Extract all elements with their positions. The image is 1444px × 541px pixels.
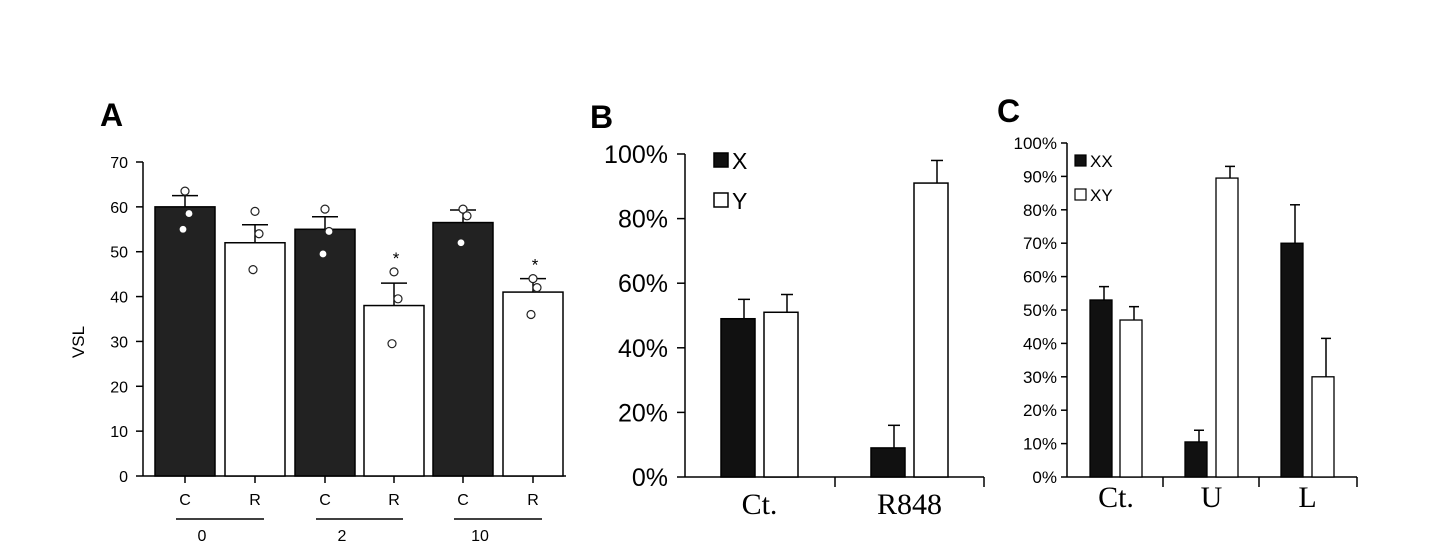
panel-a-ytick-label: 30 (110, 334, 128, 351)
panel-a-bar (224, 241, 286, 477)
panel-c-category-label: U (1201, 481, 1223, 514)
legend-swatch-xx (1074, 154, 1087, 167)
panel-b: B 0% 20% 40% 60% 80% 100% Ct. R848 X Y (590, 99, 985, 521)
panel-b-ytick-label: 100% (604, 141, 668, 169)
legend-label-xx: XX (1090, 152, 1113, 171)
panel-c-bar (1280, 242, 1304, 478)
panel-c-ytick-label: 10% (1023, 435, 1057, 454)
panel-b-ytick-label: 80% (618, 206, 668, 234)
legend-swatch-x (713, 152, 729, 168)
panel-a-data-point (456, 238, 466, 248)
panel-c: C 0% 10% 20% 30% 40% 50% 60% 70% 80% 90% 100% Ct. U… (997, 93, 1358, 514)
panel-b-bar (913, 182, 949, 478)
panel-a-category-label: R (388, 492, 400, 509)
panel-b-bar (720, 317, 756, 478)
panel-c-ytick-label: 80% (1023, 201, 1057, 220)
panel-c-bar (1184, 441, 1208, 478)
panel-a-bar (502, 291, 564, 477)
panel-a-data-point (324, 226, 334, 237)
legend-label-xy: XY (1090, 186, 1113, 205)
panel-a-ylabel: VSL (69, 326, 88, 358)
panel-a-category-label: C (319, 492, 331, 509)
panel-c-bar (1119, 319, 1143, 478)
panel-a-ytick-label: 20 (110, 379, 128, 396)
panel-a-ytick-label: 60 (110, 200, 128, 217)
panel-b-ytick-label: 60% (618, 270, 668, 298)
panel-a-data-point (254, 229, 264, 239)
panel-b-ytick-label: 40% (618, 335, 668, 363)
panel-c-bar (1089, 299, 1113, 478)
panel-a-group-label: 2 (338, 528, 347, 541)
panel-a-data-point (387, 339, 397, 349)
panel-a-category-label: C (457, 492, 469, 509)
panel-c-ytick-label: 0% (1032, 468, 1057, 487)
panel-a-data-point (178, 224, 188, 234)
panel-a-data-point (526, 309, 536, 320)
panel-c-ytick-label: 50% (1023, 301, 1057, 320)
panel-a-ytick-label: 70 (110, 155, 128, 172)
panel-c-bar (1311, 376, 1335, 478)
panel-a-bar (363, 304, 425, 477)
panel-a-data-point (248, 265, 258, 275)
panel-a-data-point (318, 249, 328, 259)
panel-c-category-label: L (1298, 481, 1316, 514)
panel-c-ytick-label: 40% (1023, 334, 1057, 353)
panel-a-group-label: 0 (198, 528, 207, 541)
panel-a-ytick-label: 50 (110, 245, 128, 262)
panel-a-ytick-label: 10 (110, 424, 128, 441)
panel-a-bar (154, 206, 216, 477)
panel-c-ytick-label: 30% (1023, 368, 1057, 387)
panel-a-category-label: C (179, 492, 191, 509)
panel-a-data-point (320, 204, 330, 214)
panel-a-category-label: R (249, 492, 261, 509)
panel-c-letter: C (997, 93, 1020, 129)
legend-label-y: Y (732, 188, 747, 214)
panel-a-ytick-label: 0 (119, 469, 128, 486)
panel-a-significance-marker: * (532, 256, 539, 275)
panel-b-category-label: Ct. (742, 488, 778, 521)
panel-a-data-point (393, 294, 403, 304)
legend-label-x: X (732, 148, 747, 174)
panel-c-ytick-label: 70% (1023, 234, 1057, 253)
panel-a-data-point (458, 204, 468, 214)
panel-a-data-point (180, 186, 190, 196)
panel-b-bar (870, 447, 906, 478)
panel-a-ytick-label: 40 (110, 290, 128, 307)
panel-c-ytick-label: 100% (1014, 134, 1057, 153)
panel-b-letter: B (590, 99, 613, 135)
panel-a-data-point (184, 208, 194, 219)
panel-b-ytick-label: 20% (618, 399, 668, 427)
legend-swatch-xy (1074, 188, 1087, 201)
panel-c-ytick-label: 20% (1023, 401, 1057, 420)
panel-b-ytick-label: 0% (632, 464, 668, 492)
panel-a: A VSL 0 10 20 30 40 50 60 70 * * C R C R C R 0 2 10 (69, 97, 566, 541)
panel-b-bar (763, 311, 799, 478)
panel-a-category-label: R (527, 492, 539, 509)
panel-a-data-point (462, 211, 472, 221)
panel-a-significance-marker: * (393, 249, 400, 268)
panel-a-data-point (532, 283, 542, 293)
panel-a-data-point (528, 274, 538, 284)
panel-a-bar (294, 228, 356, 477)
panel-a-group-label: 10 (471, 528, 489, 541)
panel-c-bar (1215, 177, 1239, 478)
panel-c-category-label: Ct. (1098, 481, 1134, 514)
panel-c-ytick-label: 60% (1023, 268, 1057, 287)
panel-c-legend: XX XY (1074, 152, 1113, 205)
panel-a-data-point (250, 206, 260, 216)
legend-swatch-y (713, 192, 729, 208)
panel-a-bar (432, 221, 494, 477)
panel-c-ytick-label: 90% (1023, 167, 1057, 186)
panel-b-legend: X Y (713, 148, 747, 214)
panel-b-category-label: R848 (877, 488, 942, 521)
panel-a-data-point (389, 267, 399, 277)
panel-a-letter: A (100, 97, 123, 133)
